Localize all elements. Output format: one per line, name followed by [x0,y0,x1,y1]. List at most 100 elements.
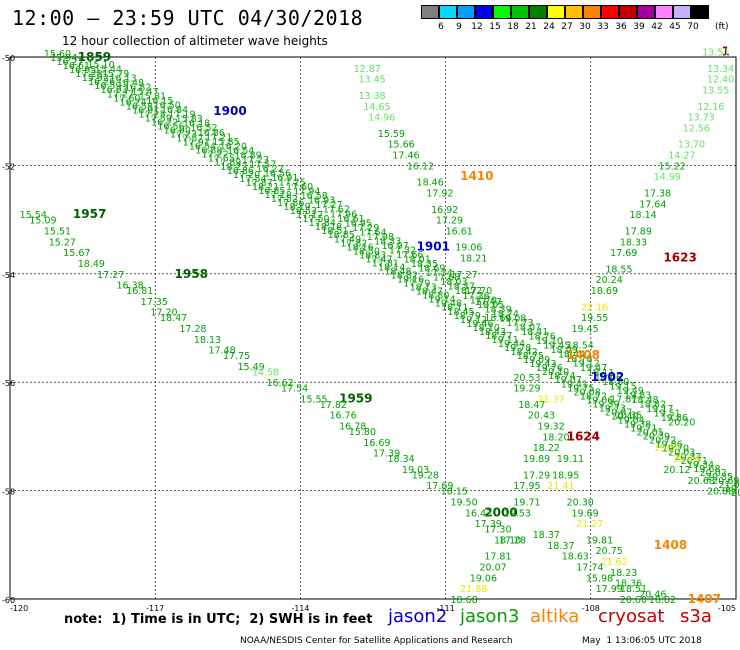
swh-reading: 17.35 [141,297,168,308]
swh-reading: 12.56 [683,123,710,134]
swh-reading: 18.95 [552,470,579,481]
swh-reading: 18.21 [460,254,487,265]
swh-reading: 15.85 [212,137,239,148]
colorbar-label: 18 [507,22,519,32]
colorbar-label: 42 [651,22,663,32]
swh-reading: 17.52 [271,194,298,205]
swh-reading: 19.66 [725,484,740,495]
swh-reading: 18.10 [494,535,521,546]
colorbar-swatch [529,5,547,19]
swh-reading: 20.68 [688,476,715,487]
swh-reading: 14.58 [252,367,279,378]
swh-reading: 17.60 [113,93,140,104]
swh-reading: 17.70 [465,286,492,297]
map-title: 12:00 – 23:59 UTC 04/30/2018 [12,6,364,30]
swh-reading: 16.18 [183,119,210,130]
swh-reading: 18.45 [447,307,474,318]
swh-reading: 16.61 [337,214,364,225]
swh-reading: 18.66 [484,313,511,324]
swh-reading: 16.61 [446,226,473,237]
swh-reading: 15.55 [300,394,327,405]
swh-reading: 20.30 [567,497,594,508]
swh-reading: 19.68 [693,464,720,475]
swh-reading: 13.70 [678,140,705,151]
colorbar-label: 15 [489,22,501,32]
swh-reading: 15.80 [349,427,376,438]
swh-reading: 14.65 [363,102,390,113]
swh-reading: 16.76 [329,411,356,422]
swh-reading: 18.79 [454,311,481,322]
swh-reading: 19.53 [504,508,531,519]
swh-reading: 16.84 [161,105,188,116]
swh-reading: 17.57 [176,134,203,145]
swh-reading: 17.19 [168,110,195,121]
swh-reading: 20.03 [668,448,695,459]
swh-reading: 19.10 [536,336,563,347]
swh-reading: 14.96 [368,113,395,124]
colorbar-label: 30 [579,22,591,32]
swh-reading: 18.69 [418,264,445,275]
swh-reading: 18.48 [631,395,658,406]
swh-reading: 17.69 [610,248,637,259]
footer-credit: NOAA/NESDIS Center for Satellite Applica… [240,636,513,646]
swh-reading: 20.60 [620,595,647,606]
legend-cryosat: cryosat [598,606,665,627]
swh-reading: 18.39 [484,304,511,315]
swh-reading: 16.12 [407,161,434,172]
swh-reading: 20.46 [639,590,666,601]
swh-reading: 15.79 [102,69,129,80]
swh-reading: 15.60 [44,49,71,60]
swh-reading: 20.35 [615,411,642,422]
colorbar-label: 45 [669,22,681,32]
swh-reading: 18.63 [562,552,589,563]
swh-reading: 19.16 [397,275,424,286]
swh-reading: 18.35 [411,259,438,270]
lat-tick-label: -54 [2,271,15,280]
swh-reading: 18.82 [639,399,666,410]
swh-reading: 17.27 [107,89,134,100]
swh-reading: 19.06 [470,573,497,584]
legend-s3a: s3a [680,606,712,627]
swh-reading: 18.50 [353,246,380,257]
swh-reading: 17.69 [426,481,453,492]
swh-reading: 16.95 [345,218,372,229]
swh-reading: 17.32 [389,245,416,256]
swh-reading: 17.91 [183,138,210,149]
swh-reading: 18.11 [441,303,468,314]
colorbar-label: 33 [597,22,609,32]
swh-reading: 18.11 [587,368,614,379]
colorbar-swatch [421,5,439,19]
swh-reading: 19.89 [523,454,550,465]
swh-reading: 19.11 [492,335,519,346]
swh-reading: 19.45 [571,324,598,335]
colorbar-swatch [475,5,493,19]
swh-reading: 19.78 [504,343,531,354]
colorbar-swatch [673,5,691,19]
swh-reading: 18.21 [252,182,279,193]
swh-reading: 16.89 [234,150,261,161]
swh-reading: 17.54 [239,174,266,185]
swh-reading: 22.16 [581,302,608,313]
swh-reading: 19.51 [654,409,681,420]
swh-reading: 16.56 [157,121,184,132]
pass-time-label: 2000 [484,505,517,519]
swh-reading: 19.29 [513,384,540,395]
swh-reading: 17.95 [513,481,540,492]
colorbar-swatch [439,5,457,19]
swh-reading: 16.48 [117,78,144,89]
lon-tick-label: -108 [582,604,600,613]
swh-reading: 20.07 [479,562,506,573]
swh-reading: 17.96 [330,209,357,220]
swh-reading: 19.11 [557,454,584,465]
lon-tick-label: -114 [291,604,309,613]
swh-reading: 16.91 [132,105,159,116]
swh-reading: 17.17 [296,210,323,221]
swh-reading: 19.36 [655,440,682,451]
swh-reading: 18.82 [391,271,418,282]
swh-reading: 15.66 [388,140,415,151]
swh-reading: 18.48 [384,266,411,277]
swh-reading: 16.93 [308,196,335,207]
swh-reading: 17.92 [426,189,453,200]
swh-reading: 17.20 [150,308,177,319]
swh-reading: 19.45 [543,341,570,352]
